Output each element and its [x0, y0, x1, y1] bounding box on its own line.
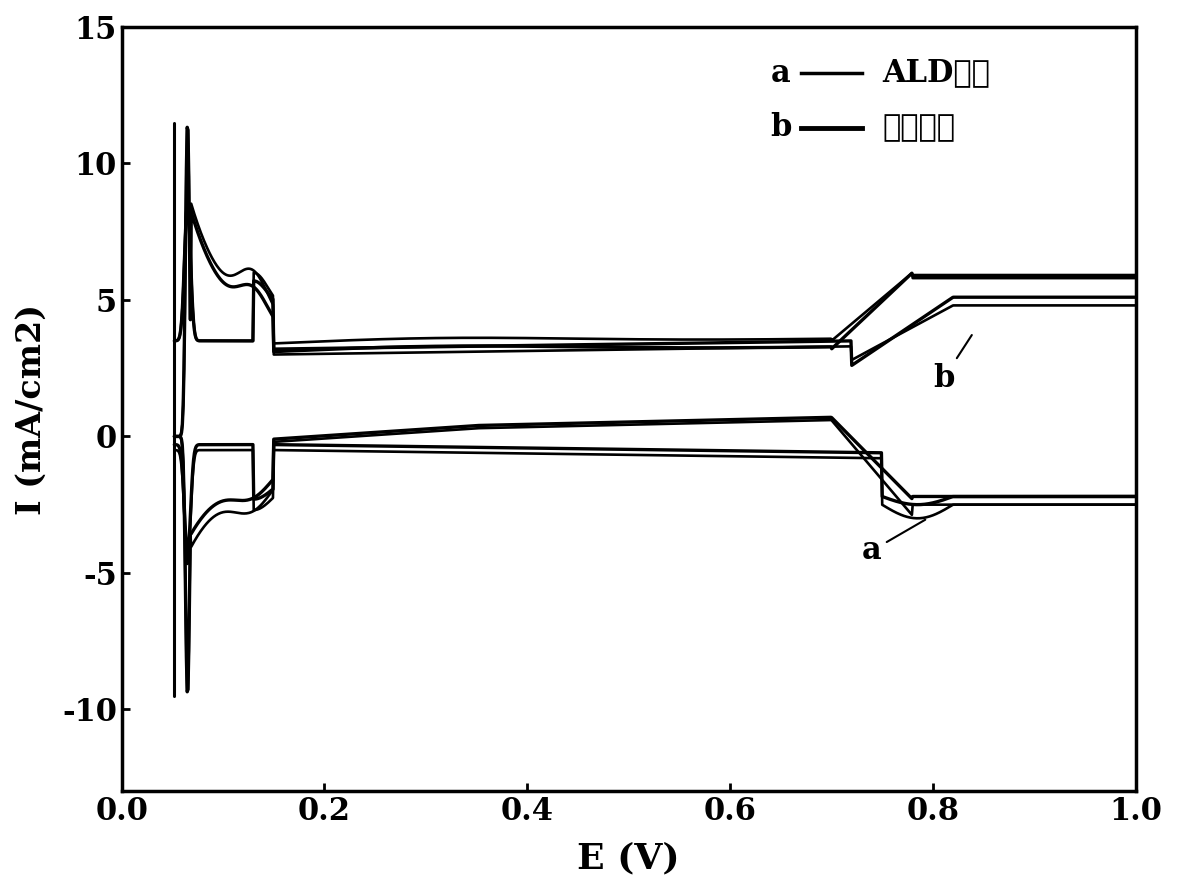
Text: b: b [771, 112, 792, 143]
Text: a: a [862, 520, 925, 566]
Text: 普通电极: 普通电极 [882, 112, 955, 143]
Text: b: b [933, 335, 972, 394]
X-axis label: E (V): E (V) [577, 841, 680, 875]
Y-axis label: I (mA/cm2): I (mA/cm2) [15, 303, 48, 514]
Text: ALD电极: ALD电极 [882, 58, 990, 89]
Text: a: a [771, 58, 790, 89]
